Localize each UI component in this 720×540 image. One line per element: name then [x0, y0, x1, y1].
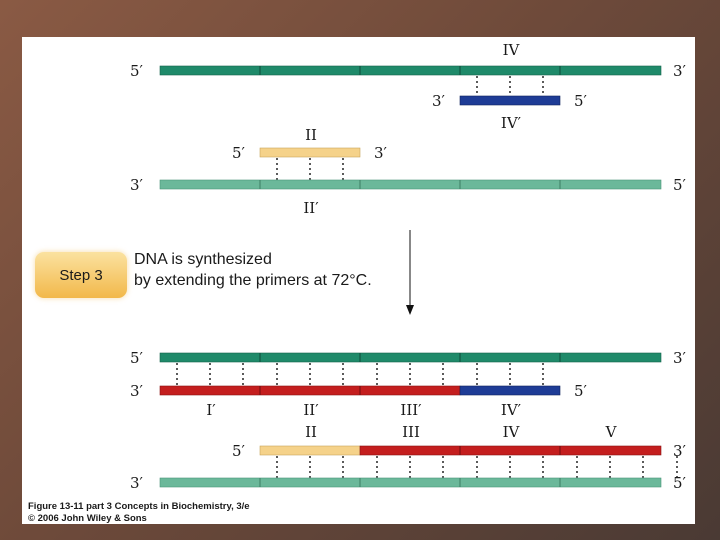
copyright-caption: © 2006 John Wiley & Sons: [28, 513, 147, 524]
strand3-3prime-label: 3′: [673, 349, 687, 367]
strand4-3prime-label: 3′: [130, 382, 144, 400]
template-strand-top: [159, 65, 662, 76]
segment-IV-label: IV: [503, 423, 521, 441]
step-label: Step 3: [59, 267, 102, 284]
segment-II-prime-label: II′: [303, 401, 319, 419]
primer-yellow: [259, 147, 361, 158]
primer-blue-extended: [459, 385, 561, 396]
strand2-3prime-label: 3′: [130, 176, 144, 194]
strand6-5prime-label: 5′: [673, 474, 687, 492]
primer-blue-5prime-label: 5′: [574, 92, 588, 110]
strand6-3prime-label: 3′: [130, 474, 144, 492]
strand1-5prime-label: 5′: [130, 62, 144, 80]
primer-yellow-5prime-label: 5′: [232, 144, 246, 162]
new-strand-red-upper: [159, 385, 461, 396]
segment-V-label: V: [605, 423, 618, 441]
strand5-5prime-label: 5′: [232, 442, 246, 460]
pcr-diagram: 5′ 3′ IV 3′ 5′ IV′ II 5′ 3′ 3′ 5′ II′ St…: [28, 41, 687, 524]
figure-caption: Figure 13-11 part 3 Concepts in Biochemi…: [28, 501, 250, 512]
strand-segment-dividers: [259, 386, 361, 395]
strand1-3prime-label: 3′: [673, 62, 687, 80]
primer-IV-label: IV: [503, 41, 521, 59]
new-strand-red-lower: [359, 445, 662, 456]
strand2-5prime-label: 5′: [673, 176, 687, 194]
slide: 5′ 3′ IV 3′ 5′ IV′ II 5′ 3′ 3′ 5′ II′ St…: [22, 37, 695, 524]
segment-IV-prime-label: IV′: [501, 401, 522, 419]
primer-II-prime-label: II′: [303, 199, 319, 217]
primer-blue: [459, 95, 561, 106]
primer-IV-prime-label: IV′: [501, 114, 522, 132]
primer-II-label: II: [305, 126, 317, 144]
template-strand-bottom-top: [159, 352, 662, 363]
segment-I-prime-label: I′: [206, 401, 216, 419]
step-text-line2: by extending the primers at 72°C.: [134, 272, 372, 289]
template-strand-bottom: [159, 477, 662, 488]
segment-II-label: II: [305, 423, 317, 441]
strand-segment-dividers: [259, 478, 561, 487]
strand-segment-dividers: [259, 180, 561, 189]
strand3-5prime-label: 5′: [130, 349, 144, 367]
step-text-line1: DNA is synthesized: [134, 251, 272, 268]
step-box: [35, 252, 127, 298]
base-pair-connectors: [176, 76, 678, 478]
segment-III-prime-label: III′: [400, 401, 422, 419]
strand5-3prime-label: 3′: [673, 442, 687, 460]
primer-yellow-3prime-label: 3′: [374, 144, 388, 162]
primer-yellow-extended: [259, 445, 361, 456]
strand4-5prime-label: 5′: [574, 382, 588, 400]
strand-segment-dividers: [259, 66, 561, 75]
primer-blue-3prime-label: 3′: [432, 92, 446, 110]
process-arrow: [406, 230, 414, 315]
strand-segment-dividers: [259, 353, 561, 362]
template-strand-middle: [159, 179, 662, 190]
segment-III-label: III: [402, 423, 420, 441]
strand-segment-dividers: [459, 446, 561, 455]
